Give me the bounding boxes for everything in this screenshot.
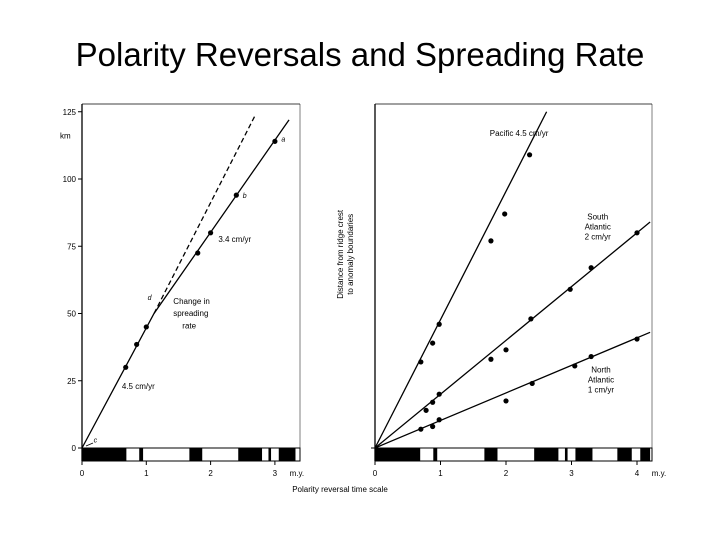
data-point <box>588 265 594 271</box>
series-label-line: Pacific 4.5 cm/yr <box>490 129 549 138</box>
annotation: 3.4 cm/yr <box>218 235 251 244</box>
x-tick-label: 2 <box>208 469 213 478</box>
polarity-scale-label-group: Polarity reversal time scale <box>292 485 388 494</box>
data-point <box>143 324 149 330</box>
x-tick-label: 3 <box>569 469 574 478</box>
point-label-b: b <box>243 193 247 200</box>
x-tick-label: 0 <box>80 469 85 478</box>
data-point <box>430 423 436 430</box>
data-point <box>588 353 594 360</box>
series-line-south-atlantic <box>374 221 651 449</box>
polarity-normal-interval <box>575 448 593 461</box>
data-point <box>572 363 578 369</box>
series-label-line: 1 cm/yr <box>588 386 615 395</box>
y-tick-label: 100 <box>63 175 77 184</box>
data-point <box>272 138 278 144</box>
x-tick-label: 1 <box>438 469 443 478</box>
polarity-scale-label: Polarity reversal time scale <box>292 485 388 494</box>
x-tick-label: 3 <box>273 469 278 478</box>
polarity-normal-interval <box>564 448 568 461</box>
y-unit-label: km <box>60 132 71 141</box>
data-point <box>423 407 429 413</box>
origin-marker <box>85 442 94 447</box>
data-point <box>503 347 509 353</box>
polarity-normal-interval <box>640 448 651 461</box>
series-line-dashed <box>153 114 257 314</box>
series-label-line: Atlantic <box>585 222 611 231</box>
y-tick-label: 0 <box>72 444 77 453</box>
series-label: South Atlantic 2 cm/yr <box>585 212 612 241</box>
y-tick-label: 50 <box>67 310 76 319</box>
y-tick-label: 75 <box>67 242 76 251</box>
polarity-normal-interval <box>268 448 272 461</box>
x-unit-label: m.y. <box>290 469 305 478</box>
polarity-normal-interval <box>139 448 144 461</box>
data-point <box>529 380 535 387</box>
data-point <box>233 192 239 198</box>
series-line-pacific <box>374 111 548 449</box>
y-tick-label: 25 <box>67 377 76 386</box>
data-point <box>418 359 424 365</box>
series-label: Pacific 4.5 cm/yr <box>490 129 549 138</box>
x-tick-label: 1 <box>144 469 149 478</box>
series-label-line: Atlantic <box>588 376 614 385</box>
data-point <box>208 230 214 236</box>
data-point <box>195 250 201 256</box>
data-point <box>567 286 573 292</box>
annotation: spreading <box>173 309 208 318</box>
polarity-normal-interval <box>433 448 438 461</box>
series-label-line: North <box>591 366 611 375</box>
annotation: 4.5 cm/yr <box>122 382 155 391</box>
data-point <box>436 417 442 423</box>
polarity-normal-interval <box>484 448 498 461</box>
data-point <box>488 238 494 244</box>
series-line-solid <box>81 119 290 449</box>
data-point <box>134 341 140 348</box>
series-label-line: South <box>587 212 608 221</box>
data-point <box>430 399 436 405</box>
x-tick-label: 0 <box>373 469 378 478</box>
y-tick-label: 125 <box>63 108 77 117</box>
data-point <box>503 398 509 404</box>
annotation: rate <box>182 321 196 330</box>
x-unit-label: m.y. <box>652 469 667 478</box>
y-axis-label-line: Distance from ridge crest <box>336 209 345 299</box>
series-label-line: 2 cm/yr <box>585 232 612 241</box>
data-point <box>123 364 129 370</box>
data-point <box>430 340 436 346</box>
data-point <box>488 356 494 362</box>
polarity-normal-interval <box>238 448 263 461</box>
data-point <box>634 336 640 342</box>
polarity-normal-interval <box>375 448 421 461</box>
point-label-c: c <box>94 438 98 445</box>
slide-title: Polarity Reversals and Spreading Rate <box>75 36 645 73</box>
polarity-normal-interval <box>82 448 127 461</box>
series-label: North Atlantic 1 cm/yr <box>588 366 615 395</box>
y-axis-label: Distance from ridge crestto anomaly boun… <box>336 209 355 299</box>
data-point <box>418 426 424 432</box>
point-label-d: d <box>148 295 153 302</box>
x-tick-label: 4 <box>635 469 640 478</box>
x-tick-label: 2 <box>504 469 509 478</box>
data-point <box>502 211 508 217</box>
right-panel: 0 1 2 3 4 m.y. Distance from ridge crestto ano… <box>336 103 667 478</box>
polarity-normal-interval <box>534 448 559 461</box>
left-panel: 0 1 2 3 m.y. 0 25 50 75 100 125 km a b c d 3.4 cm/yr Chan… <box>60 103 305 478</box>
polarity-normal-interval <box>278 448 296 461</box>
data-point <box>528 316 534 322</box>
data-point <box>436 321 442 327</box>
polarity-normal-interval <box>617 448 632 461</box>
data-point <box>526 152 533 158</box>
polarity-normal-interval <box>189 448 203 461</box>
data-point <box>436 391 442 397</box>
y-axis-label-line: to anomaly boundaries <box>346 214 355 295</box>
point-label-a: a <box>281 136 285 143</box>
data-point <box>634 230 640 236</box>
annotation: Change in <box>173 297 209 306</box>
